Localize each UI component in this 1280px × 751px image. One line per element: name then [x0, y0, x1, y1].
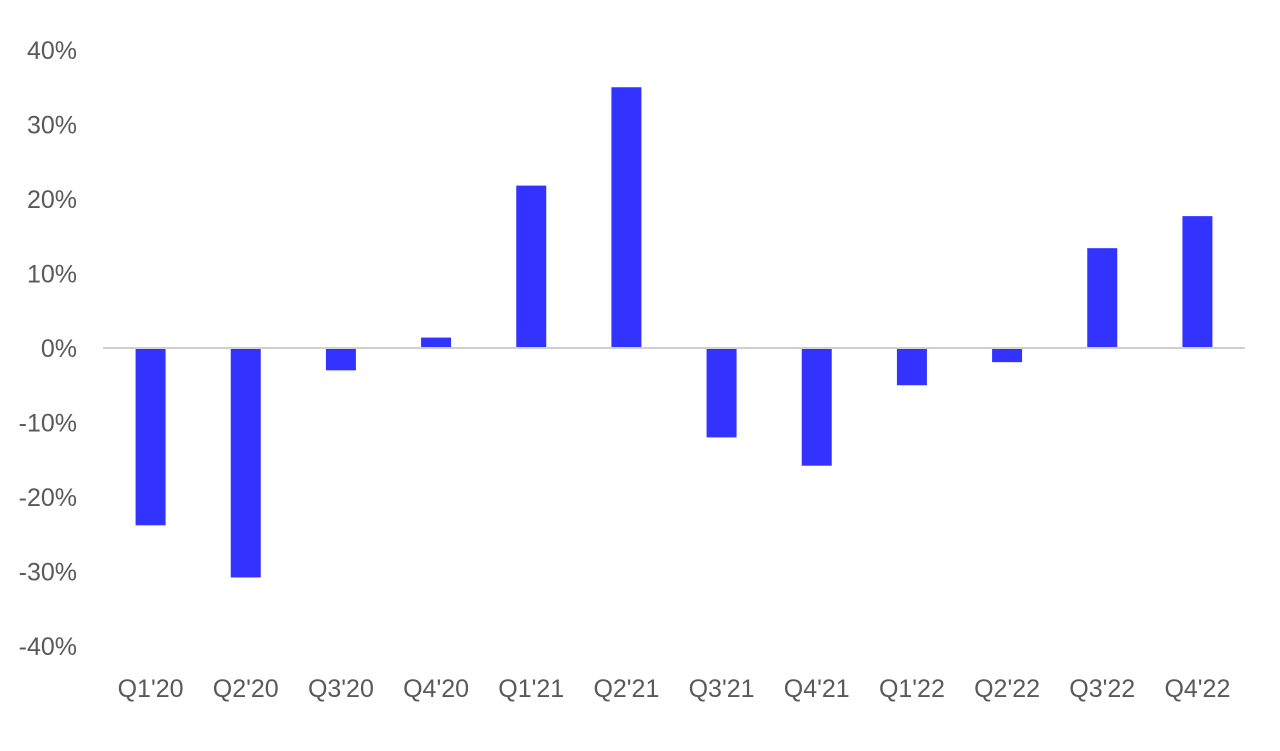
bars: [135, 87, 1213, 578]
bar: [1087, 248, 1118, 348]
y-tick-label: -40%: [19, 633, 77, 661]
y-tick-label: -20%: [19, 484, 77, 512]
bar: [1182, 216, 1213, 348]
y-tick-label: 10%: [27, 261, 77, 289]
x-tick-label: Q2'21: [593, 675, 659, 703]
x-tick-label: Q4'22: [1164, 675, 1230, 703]
bar: [230, 348, 261, 578]
x-tick-label: Q4'20: [403, 675, 469, 703]
bar: [421, 337, 452, 348]
x-tick-label: Q4'21: [784, 675, 850, 703]
y-tick-label: 0%: [41, 335, 77, 363]
x-tick-label: Q1'20: [118, 675, 184, 703]
bar: [516, 185, 547, 348]
bar: [896, 348, 927, 386]
bar: [611, 87, 642, 348]
y-tick-label: 30%: [27, 112, 77, 140]
bar: [706, 348, 737, 438]
x-tick-label: Q2'22: [974, 675, 1040, 703]
y-tick-label: 20%: [27, 186, 77, 214]
bar: [992, 348, 1023, 363]
bar: [325, 348, 356, 371]
x-tick-label: Q2'20: [213, 675, 279, 703]
x-tick-label: Q3'22: [1069, 675, 1135, 703]
bar: [135, 348, 166, 526]
x-tick-label: Q3'20: [308, 675, 374, 703]
x-axis-tick-labels: Q1'20 Q2'20 Q3'20 Q4'20 Q1'21 Q2'21 Q3'21 Q4'21…: [118, 675, 1231, 703]
x-tick-label: Q1'21: [498, 675, 564, 703]
y-axis-tick-labels: 40% 30% 20% 10% 0% -10% -20% -30% -40%: [19, 37, 77, 661]
x-tick-label: Q1'22: [879, 675, 945, 703]
x-tick-label: Q3'21: [689, 675, 755, 703]
y-tick-label: -30%: [19, 559, 77, 587]
y-tick-label: 40%: [27, 37, 77, 65]
y-tick-label: -10%: [19, 410, 77, 438]
bar: [801, 348, 832, 466]
